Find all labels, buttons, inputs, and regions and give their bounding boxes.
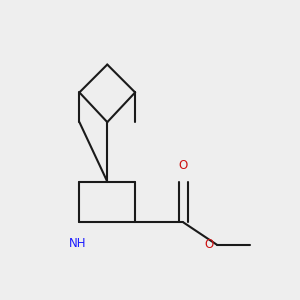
Text: O: O — [205, 238, 214, 251]
Text: NH: NH — [69, 237, 86, 250]
Text: O: O — [179, 159, 188, 172]
